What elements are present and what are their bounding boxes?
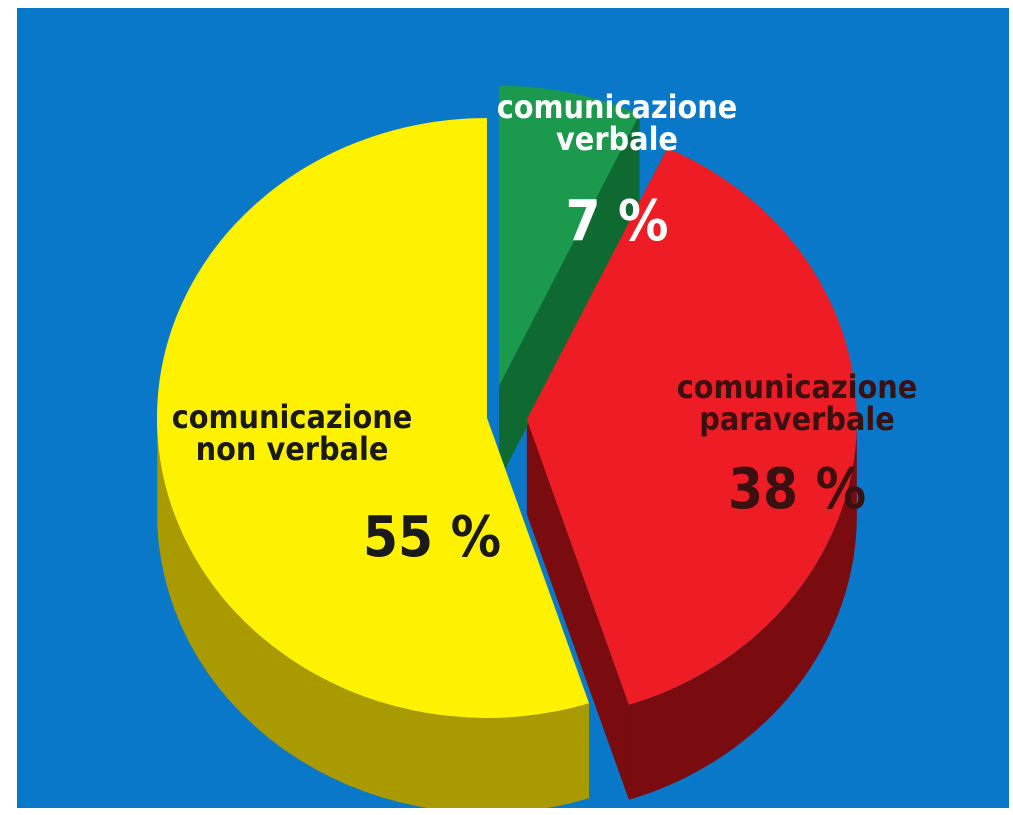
slice-tops — [156, 85, 857, 718]
slice-label-non_verbale-line0: comunicazione — [172, 398, 413, 436]
slice-paraverbale — [526, 148, 857, 705]
slice-verbale — [499, 85, 640, 386]
slice-label-paraverbale-line1: paraverbale — [699, 400, 895, 438]
slice-cut-paraverbale-1 — [526, 419, 629, 800]
slice-value-non_verbale: 55 % — [363, 505, 501, 570]
chart-frame: comunicazione non verbale 55 % comunicazion… — [17, 8, 1009, 808]
slice-side-paraverbale — [628, 426, 857, 800]
slice-label-verbale-line0: comunicazione — [497, 88, 738, 126]
slice-value-verbale: 7 % — [565, 189, 668, 254]
slice-non_verbale — [156, 118, 589, 718]
slice-cut-verbale-1 — [499, 114, 640, 481]
slice-side-non_verbale — [157, 430, 589, 808]
slice-label-verbale-line1: verbale — [556, 120, 678, 158]
slice-value-paraverbale: 38 % — [728, 457, 866, 522]
slice-label-non_verbale-line1: non verbale — [196, 430, 389, 468]
slice-label-paraverbale-line0: comunicazione — [677, 368, 918, 406]
